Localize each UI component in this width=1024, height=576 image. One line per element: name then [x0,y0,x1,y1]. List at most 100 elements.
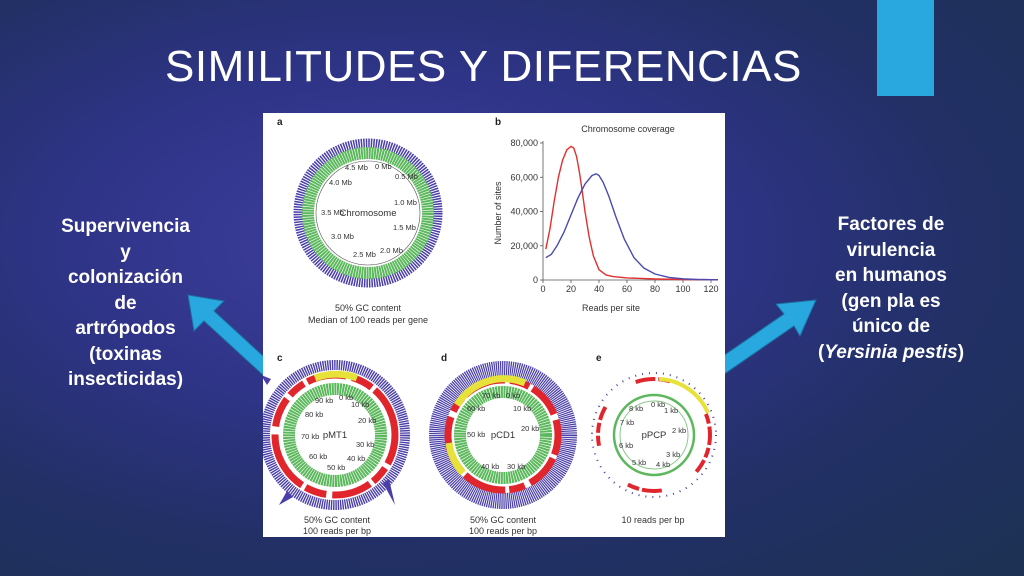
tick-label: 1.5 Mb [393,223,416,232]
panel-d-letter: d [441,353,447,364]
tick-label: 30 kb [356,440,374,449]
x-axis-label: Reads per site [582,303,640,313]
chromosome-label: Chromosome [339,208,396,219]
panel-d-caption: 50% GC content [470,515,537,525]
y-tick-label: 80,000 [510,138,538,148]
x-tick-label: 80 [650,284,660,294]
figure-svg: a Chromosome 0 Mb 0.5 Mb 1.0 Mb 1.5 Mb 2… [260,117,719,536]
coverage-ring [293,138,443,288]
coverage-ring [260,360,410,510]
left-note-line: (toxinas [89,343,162,365]
inner-scale-ring [315,160,421,266]
y-axis-label: Number of sites [493,181,503,245]
tick-label: 1 kb [664,406,678,415]
panel-a-caption: 50% GC content [335,303,402,313]
right-note-line: único de [851,316,931,337]
paren-open: ( [817,341,825,363]
panel-c-caption: 100 reads per bp [303,526,371,536]
yellow-gene-arc [313,370,359,382]
paren-close: ) [957,341,965,363]
left-note-line: insecticidas) [67,369,184,390]
accent-bar [877,0,934,96]
x-tick-label: 0 [540,284,545,294]
right-note: Factores de virulencia en humanos (gen p… [800,212,982,365]
species-name: Yersinia pestis [824,341,958,363]
coverage-spike [383,479,395,505]
tick-label: 20 kb [521,424,539,433]
coverage-ring [429,361,577,509]
panel-e-ppcp-map: pPCP 0 kb 1 kb 2 kb 3 kb 4 kb 5 kb 6 kb … [591,372,717,498]
y-tick-label: 20,000 [510,241,538,251]
tick-label: 0 kb [506,391,520,400]
tick-label: 0.5 Mb [395,172,418,181]
tick-label: 70 kb [301,432,319,441]
tick-label: 6 kb [619,441,633,450]
tick-label: 90 kb [315,396,333,405]
coverage-spike [261,375,271,385]
gc-ring [612,393,696,477]
tick-label: 3.0 Mb [331,232,354,241]
tick-label: 2 kb [672,426,686,435]
tick-label: 1.0 Mb [394,198,417,207]
tick-label: 60 kb [467,404,485,413]
right-note-line: (gen pla es [841,290,941,312]
y-tick-label: 0 [533,275,538,285]
tick-label: 10 kb [351,400,369,409]
left-note: Supervivencia y colonización de artrópod… [38,214,213,393]
gc-ring [302,147,434,279]
pmt1-label: pMT1 [323,430,347,441]
coverage-ring [591,372,717,498]
tick-label: 50 kb [327,463,345,472]
pcd1-label: pCD1 [491,430,515,441]
gc-inner-ring [619,400,689,470]
left-note-line: y [120,241,131,263]
tick-label: 60 kb [309,452,327,461]
yellow-gene-arc [445,442,466,476]
figure-panel: a Chromosome 0 Mb 0.5 Mb 1.0 Mb 1.5 Mb 2… [260,113,725,537]
x-tick-label: 60 [622,284,632,294]
tick-label: 4 kb [656,460,670,469]
left-note-line: Supervivencia [61,216,190,237]
tick-label: 2.0 Mb [380,246,403,255]
tick-label: 30 kb [507,462,525,471]
x-tick-label: 100 [675,284,690,294]
panel-d-pcd1-map: pCD1 0 kb 10 kb 20 kb 30 kb 40 kb 50 kb … [429,361,577,509]
coverage-chart: Chromosome coverage Reads per site Numbe… [493,124,719,313]
left-note-line: artrópodos [75,318,176,339]
tick-label: 3.5 Mb [321,208,344,217]
tick-label: 40 kb [347,454,365,463]
x-tick-label: 40 [594,284,604,294]
panel-a-chromosome-map: Chromosome 0 Mb 0.5 Mb 1.0 Mb 1.5 Mb 2.0… [293,138,443,288]
tick-label: 8 kb [629,404,643,413]
tick-label: 4.0 Mb [329,178,352,187]
tick-label: 80 kb [305,410,323,419]
tick-label: 3 kb [666,450,680,459]
panel-a-letter: a [277,117,283,128]
yellow-gene-arc [454,375,527,407]
coverage-spike [279,491,293,505]
tick-label: 4.5 Mb [345,163,368,172]
left-note-line: colonización [67,267,184,288]
tick-label: 70 kb [482,391,500,400]
tick-label: 40 kb [481,462,499,471]
right-note-line: virulencia [846,239,936,261]
y-tick-label: 40,000 [510,207,538,217]
tick-label: 50 kb [467,430,485,439]
gc-ring [283,383,387,487]
tick-label: 2.5 Mb [353,250,376,259]
panel-a-caption: Median of 100 reads per gene [308,315,428,325]
tick-label: 10 kb [513,404,531,413]
tick-label: 0 kb [339,393,353,402]
ppcp-label: pPCP [642,430,667,441]
right-note-species-line: (Yersinia pestis) [800,340,982,366]
panel-c-caption: 50% GC content [304,515,371,525]
panel-b-letter: b [495,117,501,128]
panel-c-pmt1-map: pMT1 0 kb 10 kb 20 kb 30 kb 40 kb 50 kb … [260,360,410,510]
left-note-line: de [114,292,137,314]
right-note-line: en humanos [835,265,947,286]
panel-e-caption: 10 reads per bp [621,515,684,525]
tick-label: 5 kb [632,458,646,467]
y-tick-label: 60,000 [510,172,538,182]
series-line-blue [545,173,719,281]
x-tick-label: 20 [566,284,576,294]
